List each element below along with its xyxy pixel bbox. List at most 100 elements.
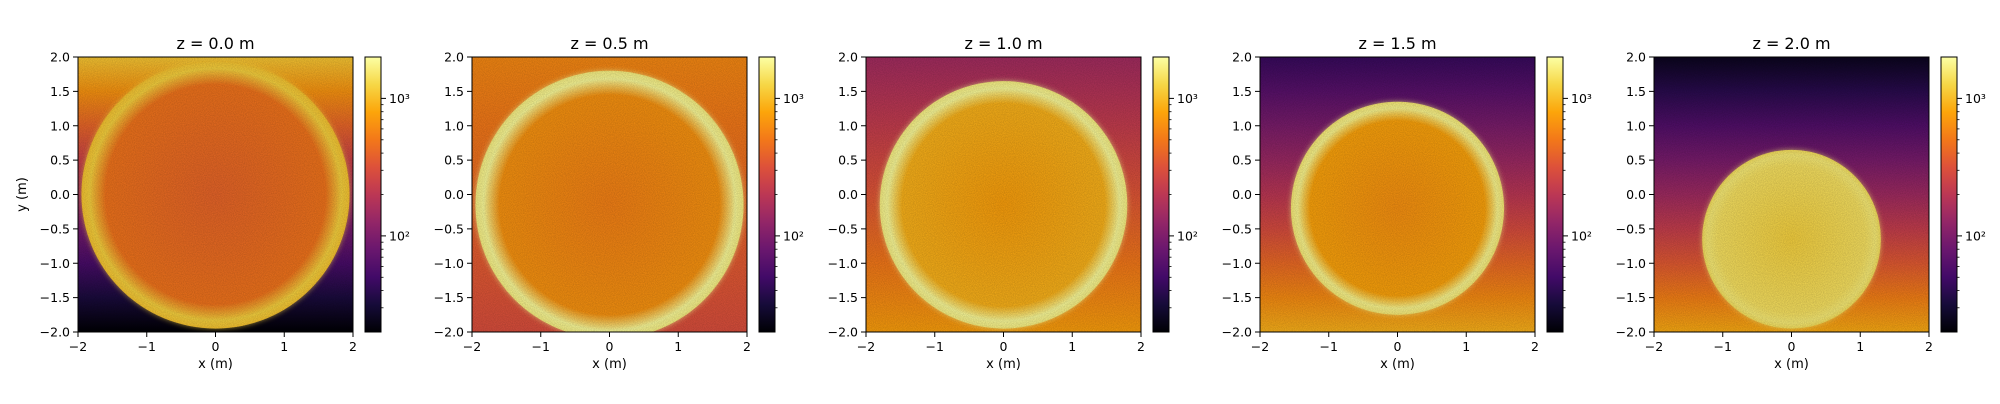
y-tick-label: −2.0 xyxy=(1222,325,1252,340)
noise-overlay xyxy=(78,57,353,332)
x-tick-label: −1 xyxy=(138,339,156,354)
x-axis-label: x (m) xyxy=(1774,357,1809,372)
x-tick-label: 0 xyxy=(1000,339,1008,354)
x-tick-label: −1 xyxy=(1714,339,1732,354)
colorbar-gradient xyxy=(1152,56,1170,333)
y-tick-label: −1.5 xyxy=(1616,290,1646,305)
y-tick-label: 2.0 xyxy=(1232,50,1252,65)
panel-title: z = 1.5 m xyxy=(1358,34,1436,53)
y-tick-label: −0.5 xyxy=(40,221,70,236)
x-tick-label: 1 xyxy=(1856,339,1864,354)
x-tick-label: −2 xyxy=(857,339,875,354)
noise-overlay xyxy=(866,57,1141,332)
panels: z = 0.0 m −2 −1 0 1 2 x (m) −2.0 −1.5 −1.0 −0.5 0.0… xyxy=(15,34,1986,372)
y-tick-label: −0.5 xyxy=(828,221,858,236)
y-tick-label: 0.0 xyxy=(838,187,858,202)
colorbar: 10² 10³ xyxy=(364,56,410,333)
y-tick-label: −2.0 xyxy=(40,325,70,340)
x-axis-label: x (m) xyxy=(1380,357,1415,372)
heatmap-image xyxy=(472,57,747,332)
y-tick-label: 0.0 xyxy=(444,187,464,202)
x-tick-label: −1 xyxy=(532,339,550,354)
x-tick-label: 1 xyxy=(674,339,682,354)
y-tick-label: −0.5 xyxy=(1616,221,1646,236)
colorbar-tick-label: 10³ xyxy=(1965,91,1986,106)
colorbar-tick-label: 10³ xyxy=(1571,91,1592,106)
x-tick-label: −1 xyxy=(926,339,944,354)
y-tick-label: 0.0 xyxy=(1232,187,1252,202)
y-tick-label: 0.5 xyxy=(1626,153,1646,168)
colorbar-tick-label: 10² xyxy=(1177,228,1198,243)
y-tick-label: 1.5 xyxy=(1232,84,1252,99)
y-tick-label: −2.0 xyxy=(828,325,858,340)
colorbar: 10² 10³ xyxy=(1546,56,1592,333)
panel-1: z = 0.5 m −2 −1 0 1 2 x (m) −2.0 −1.5 −1.0 −0.5 0.0… xyxy=(434,34,804,372)
y-tick-label: 0.0 xyxy=(1626,187,1646,202)
y-tick-label: 2.0 xyxy=(838,50,858,65)
colorbar: 10² 10³ xyxy=(1152,56,1198,333)
x-tick-label: −2 xyxy=(463,339,481,354)
x-axis-label: x (m) xyxy=(986,357,1021,372)
x-tick-label: 1 xyxy=(1462,339,1470,354)
panel-2: z = 1.0 m −2 −1 0 1 2 x (m) −2.0 −1.5 −1.0 −0.5 0.0… xyxy=(828,34,1198,372)
x-tick-label: 2 xyxy=(743,339,751,354)
y-tick-label: −1.0 xyxy=(1222,256,1252,271)
colorbar-tick-label: 10³ xyxy=(1177,91,1198,106)
colorbar-gradient xyxy=(1546,56,1564,333)
noise-overlay xyxy=(472,57,747,332)
y-tick-label: −2.0 xyxy=(434,325,464,340)
heatmap-image xyxy=(866,57,1141,332)
x-tick-label: 1 xyxy=(1068,339,1076,354)
colorbar-gradient xyxy=(758,56,776,333)
y-tick-label: 0.5 xyxy=(838,153,858,168)
y-tick-label: −1.5 xyxy=(828,290,858,305)
colorbar-tick-label: 10² xyxy=(783,228,804,243)
x-tick-label: 0 xyxy=(212,339,220,354)
x-tick-label: 2 xyxy=(349,339,357,354)
colorbar: 10² 10³ xyxy=(758,56,804,333)
panel-title: z = 2.0 m xyxy=(1752,34,1830,53)
x-tick-label: −2 xyxy=(1645,339,1663,354)
x-tick-label: 0 xyxy=(1788,339,1796,354)
y-tick-label: 1.0 xyxy=(50,118,70,133)
x-tick-label: 1 xyxy=(280,339,288,354)
colorbar-gradient xyxy=(364,56,382,333)
y-tick-label: 0.5 xyxy=(1232,153,1252,168)
x-axis-label: x (m) xyxy=(592,357,627,372)
y-tick-label: 0.5 xyxy=(444,153,464,168)
y-tick-label: −1.5 xyxy=(1222,290,1252,305)
y-tick-label: 1.5 xyxy=(1626,84,1646,99)
y-tick-label: −1.0 xyxy=(40,256,70,271)
y-axis-label: y (m) xyxy=(15,177,30,212)
y-tick-label: −1.0 xyxy=(1616,256,1646,271)
colorbar-tick-label: 10³ xyxy=(389,91,410,106)
heatmap-image xyxy=(1260,57,1535,332)
heatmap-image xyxy=(1654,57,1929,332)
panel-3: z = 1.5 m −2 −1 0 1 2 x (m) −2.0 −1.5 −1.0 −0.5 0.0… xyxy=(1222,34,1592,372)
heatmap-image xyxy=(78,57,353,332)
colorbar-tick-label: 10² xyxy=(1965,228,1986,243)
x-axis-label: x (m) xyxy=(198,357,233,372)
x-tick-label: 2 xyxy=(1925,339,1933,354)
y-tick-label: 1.0 xyxy=(1232,118,1252,133)
y-tick-label: 2.0 xyxy=(1626,50,1646,65)
panel-title: z = 1.0 m xyxy=(964,34,1042,53)
noise-overlay xyxy=(1260,57,1535,332)
colorbar-tick-label: 10² xyxy=(389,228,410,243)
colorbar-gradient xyxy=(1940,56,1958,333)
y-tick-label: −0.5 xyxy=(1222,221,1252,236)
y-tick-label: −1.0 xyxy=(434,256,464,271)
noise-overlay xyxy=(1654,57,1929,332)
x-tick-label: 2 xyxy=(1531,339,1539,354)
x-tick-label: −2 xyxy=(1251,339,1269,354)
x-tick-label: −2 xyxy=(69,339,87,354)
x-tick-label: 0 xyxy=(606,339,614,354)
panel-4: z = 2.0 m −2 −1 0 1 2 x (m) −2.0 −1.5 −1.0 −0.5 0.0… xyxy=(1616,34,1986,372)
y-tick-label: 2.0 xyxy=(444,50,464,65)
y-tick-label: −1.5 xyxy=(434,290,464,305)
y-tick-label: −1.0 xyxy=(828,256,858,271)
x-tick-label: 0 xyxy=(1394,339,1402,354)
y-tick-label: −2.0 xyxy=(1616,325,1646,340)
y-tick-label: −1.5 xyxy=(40,290,70,305)
x-tick-label: 2 xyxy=(1137,339,1145,354)
